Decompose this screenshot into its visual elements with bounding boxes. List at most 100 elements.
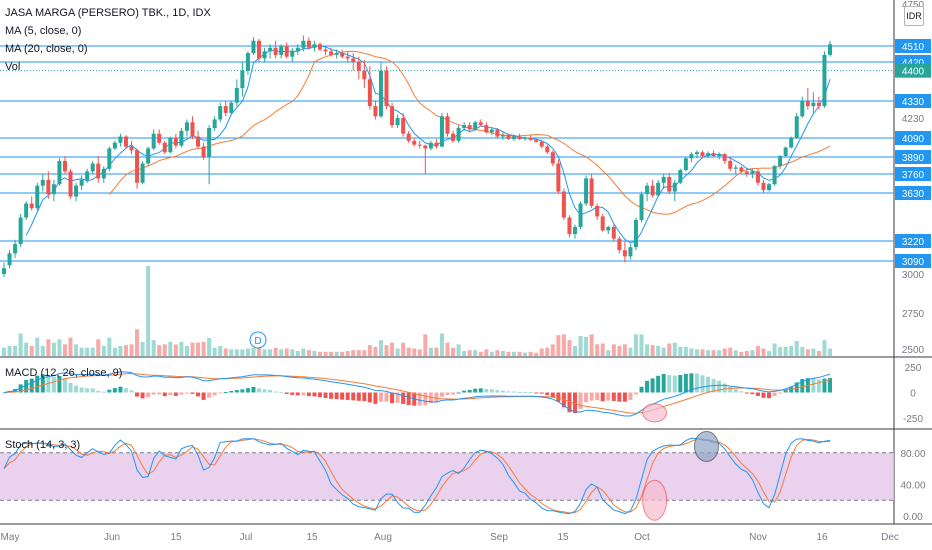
candle: [772, 164, 777, 186]
candle-body: [633, 219, 638, 248]
candle-body: [728, 160, 733, 169]
volume-bar: [35, 337, 40, 356]
candle-body: [617, 238, 622, 251]
volume-bar: [539, 348, 544, 356]
volume-bar: [146, 266, 151, 356]
volume-bar: [556, 335, 561, 356]
candle-body: [96, 163, 101, 179]
volume-bar: [683, 346, 688, 356]
macd-histogram-bar: [750, 392, 755, 395]
volume-bar: [273, 347, 278, 356]
chart-title: JASA MARGA (PERSERO) TBK., 1D, IDX: [5, 7, 211, 19]
candle: [816, 96, 821, 110]
candle: [561, 188, 566, 220]
macd-line: [3, 371, 831, 417]
volume-bar: [567, 340, 572, 356]
macd-histogram-bar: [667, 375, 672, 393]
ma5-legend[interactable]: MA (5, close, 0): [5, 25, 82, 37]
candle: [811, 92, 816, 113]
candle-body: [2, 268, 6, 274]
macd-histogram-bar: [600, 392, 605, 402]
macd-histogram-bar: [257, 388, 262, 393]
macd-histogram-bar: [223, 392, 228, 394]
macd-histogram-bar: [523, 391, 528, 393]
volume-bar: [451, 347, 456, 356]
candle-body: [7, 253, 12, 266]
candle: [351, 53, 356, 71]
volume-legend[interactable]: Vol: [5, 61, 21, 73]
macd-histogram-bar: [545, 392, 550, 396]
candle: [168, 136, 173, 154]
macd-histogram-bar: [123, 388, 128, 393]
macd-histogram-bar: [323, 392, 328, 398]
candle-body: [135, 150, 140, 183]
candle: [229, 101, 234, 115]
volume-bar: [645, 344, 650, 356]
candle: [68, 168, 73, 199]
candle: [528, 135, 533, 141]
macd-histogram-bar: [517, 391, 522, 393]
candle: [317, 42, 322, 52]
candle: [512, 135, 517, 141]
candle-body: [207, 128, 212, 157]
macd-histogram-bar: [417, 392, 422, 406]
candle-body: [234, 88, 239, 103]
macd-histogram-bar: [334, 392, 339, 400]
macd-histogram-bar: [744, 392, 749, 394]
macd-histogram-bar: [445, 392, 450, 396]
candle-body: [500, 135, 505, 137]
candle-body: [168, 138, 173, 153]
volume-bar: [811, 348, 816, 356]
candle-body: [423, 145, 428, 149]
candle: [550, 150, 555, 167]
candle: [373, 101, 378, 120]
candle-body: [694, 152, 699, 155]
candle: [822, 51, 827, 108]
volume-bar: [678, 346, 683, 356]
volume-bar: [96, 339, 101, 356]
candle: [689, 152, 694, 163]
volume-bar: [351, 350, 356, 356]
candle: [345, 51, 350, 62]
candle-body: [744, 171, 749, 174]
macd-histogram-bar: [367, 392, 372, 403]
candle-body: [268, 47, 273, 52]
macd-histogram-bar: [656, 375, 661, 393]
stoch-band-fill: [0, 452, 894, 501]
candle: [545, 144, 550, 155]
macd-histogram-bar: [35, 375, 40, 393]
candle-body: [456, 128, 461, 141]
candle: [162, 140, 167, 155]
stoch-legend[interactable]: Stoch (14, 3, 3): [5, 439, 81, 451]
volume-bar: [74, 344, 79, 356]
volume-bar: [822, 340, 827, 356]
candle: [140, 160, 145, 185]
candle: [451, 130, 456, 143]
candle-body: [528, 138, 533, 140]
price-level-label: 3090: [902, 257, 925, 268]
macd-histogram-bar: [168, 392, 173, 396]
macd-legend[interactable]: MACD (12, 26, close, 9): [5, 367, 123, 379]
macd-histogram-bar: [617, 392, 622, 402]
macd-histogram-bar: [611, 392, 616, 401]
ma20-legend[interactable]: MA (20, close, 0): [5, 43, 88, 55]
currency-badge[interactable]: IDR: [904, 6, 924, 26]
macd-histogram-bar: [284, 392, 289, 395]
volume-bar: [79, 347, 84, 356]
macd-histogram-bar: [672, 375, 677, 393]
volume-bar: [51, 342, 56, 356]
volume-bar: [245, 348, 250, 356]
candle-body: [35, 185, 40, 209]
candle: [794, 112, 799, 139]
candle: [484, 122, 489, 134]
candle: [129, 140, 134, 155]
macd-histogram-bar: [90, 388, 95, 393]
volume-bar: [500, 351, 505, 356]
volume-bar: [401, 342, 406, 356]
candle-body: [13, 244, 18, 254]
candle-body: [739, 167, 744, 172]
volume-bar: [13, 346, 18, 356]
volume-bar: [151, 340, 156, 356]
volume-bar: [711, 350, 716, 356]
